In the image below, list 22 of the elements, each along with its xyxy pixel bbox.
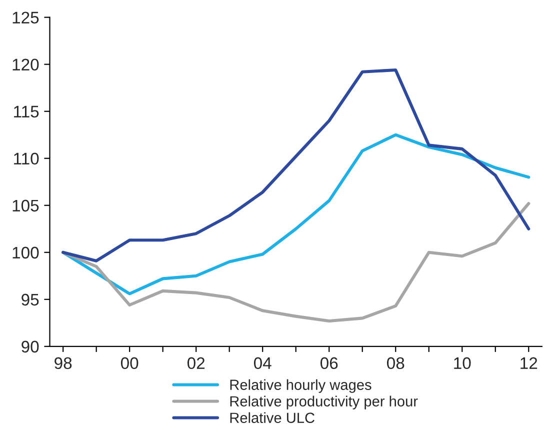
x-tick-label: 00 xyxy=(120,357,138,370)
x-tick-label: 06 xyxy=(320,357,338,370)
y-tick-label: 100 xyxy=(12,246,39,259)
y-tick-label: 115 xyxy=(14,106,39,118)
x-tick-label: 08 xyxy=(387,357,404,370)
line-series xyxy=(62,133,530,296)
line-series xyxy=(62,202,530,323)
legend-label: Relative productivity per hour xyxy=(230,396,418,410)
y-tick-label: 105 xyxy=(12,200,39,212)
y-tick-label: 90 xyxy=(22,340,39,353)
x-tick-label: 12 xyxy=(520,357,538,369)
legend-label: Relative hourly wages xyxy=(230,379,372,393)
y-tick-label: 95 xyxy=(22,294,39,306)
x-tick-label: 04 xyxy=(254,357,272,370)
x-tick-label: 10 xyxy=(454,357,471,370)
y-tick-label: 125 xyxy=(12,12,39,24)
legend-label: Relative ULC xyxy=(230,412,314,424)
x-tick-label: 02 xyxy=(187,357,205,370)
y-tick-label: 110 xyxy=(14,152,39,165)
x-tick-label: 98 xyxy=(54,357,72,370)
y-tick-label: 120 xyxy=(12,58,39,71)
line-series xyxy=(62,68,530,262)
